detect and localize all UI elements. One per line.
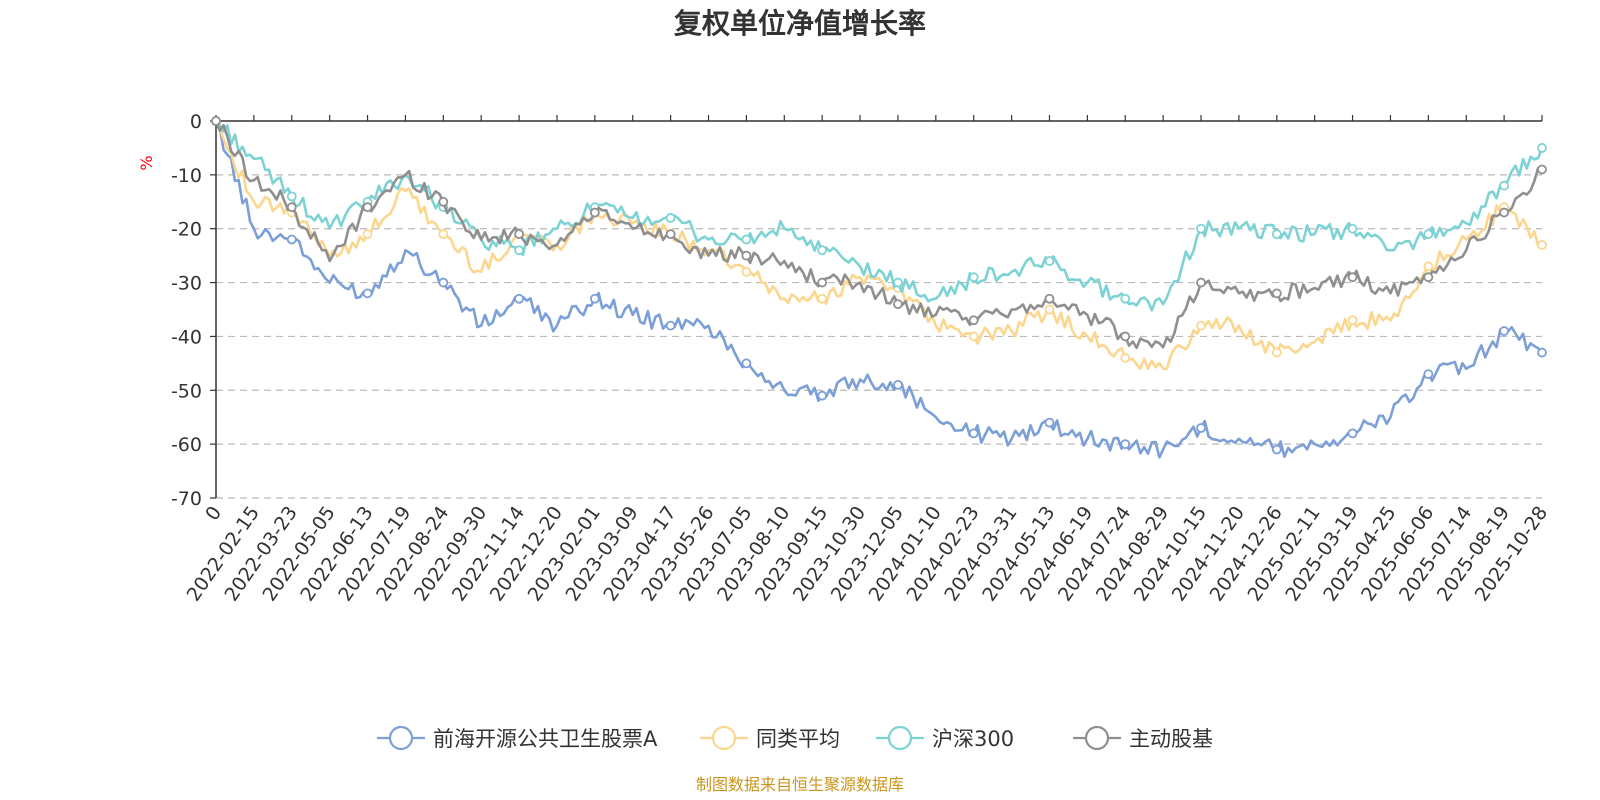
data-point xyxy=(817,277,828,288)
data-point xyxy=(286,234,297,245)
data-point xyxy=(1423,229,1434,240)
data-point xyxy=(1537,239,1547,250)
legend-label: 同类平均 xyxy=(756,727,840,751)
data-point xyxy=(1499,207,1510,218)
data-point xyxy=(211,116,221,126)
data-point xyxy=(817,245,828,256)
data-point xyxy=(1120,439,1131,450)
data-point xyxy=(665,320,676,331)
data-point xyxy=(1120,353,1131,363)
y-tick-label: -40 xyxy=(171,326,202,348)
data-point xyxy=(968,331,979,342)
data-point xyxy=(1271,444,1282,455)
data-point xyxy=(1196,277,1206,288)
data-point xyxy=(1120,293,1131,304)
data-point xyxy=(589,207,600,218)
x-tick-label: 0 xyxy=(201,502,226,525)
data-point xyxy=(1423,272,1434,283)
data-point xyxy=(893,379,903,390)
data-point xyxy=(665,213,676,223)
data-point xyxy=(741,266,752,277)
data-point xyxy=(1347,272,1358,283)
y-tick-label: 0 xyxy=(190,111,202,133)
y-tick-label: -50 xyxy=(171,380,202,402)
y-axis-unit: % xyxy=(137,155,156,170)
data-point xyxy=(362,288,373,299)
legend-item[interactable]: 主动股基 xyxy=(1073,725,1213,751)
data-point xyxy=(514,245,524,256)
data-point xyxy=(1271,288,1282,299)
series-lines xyxy=(211,116,1547,459)
legend-swatch-marker xyxy=(388,725,414,751)
data-point xyxy=(1271,347,1282,358)
data-point xyxy=(817,390,828,401)
legend-item[interactable]: 同类平均 xyxy=(700,725,840,751)
data-point xyxy=(1537,164,1547,175)
x-tick-labels: 02022-02-152022-03-232022-05-052022-06-1… xyxy=(183,115,1552,605)
data-point xyxy=(1347,315,1358,326)
y-tick-label: -60 xyxy=(171,434,202,456)
data-point xyxy=(1196,423,1206,433)
data-point xyxy=(1120,331,1131,342)
data-point xyxy=(968,315,979,326)
series-line xyxy=(214,120,1543,459)
data-point xyxy=(438,277,449,288)
data-point xyxy=(514,229,524,240)
data-point xyxy=(893,299,903,310)
y-tick-label: -70 xyxy=(171,488,202,510)
data-point xyxy=(286,191,297,202)
data-point xyxy=(438,196,449,207)
y-tick-label: -10 xyxy=(171,165,202,187)
data-point xyxy=(362,229,373,240)
data-point xyxy=(1044,417,1055,428)
legend-label: 前海开源公共卫生股票A xyxy=(433,727,658,751)
data-point xyxy=(741,250,752,261)
data-point xyxy=(741,358,752,369)
y-tick-label: -20 xyxy=(171,219,202,241)
data-point xyxy=(968,428,979,439)
axes xyxy=(215,120,1542,498)
data-point xyxy=(1271,229,1282,240)
data-point xyxy=(514,293,524,304)
data-point xyxy=(438,229,449,240)
data-point xyxy=(817,293,828,304)
grid-lines xyxy=(216,174,1542,499)
data-point xyxy=(1537,143,1547,153)
data-point xyxy=(1347,428,1358,439)
data-point xyxy=(589,293,600,304)
data-point xyxy=(286,202,297,213)
data-point xyxy=(1347,223,1358,234)
legend-item[interactable]: 前海开源公共卫生股票A xyxy=(377,725,658,751)
data-point xyxy=(1423,261,1434,272)
series-line xyxy=(214,120,1543,350)
series-line xyxy=(214,120,1543,371)
data-point xyxy=(968,272,979,283)
legend-item[interactable]: 沪深300 xyxy=(876,725,1014,751)
data-point xyxy=(1044,256,1055,266)
data-point xyxy=(1537,347,1547,358)
data-point xyxy=(741,234,752,245)
legend-swatch-marker xyxy=(1084,725,1110,751)
y-tick-labels: 0 -10 -20 -30 -40 -50 -60 -70 xyxy=(171,111,216,510)
data-point xyxy=(1044,293,1055,304)
data-point xyxy=(362,202,373,213)
legend[interactable]: 前海开源公共卫生股票A 同类平均 沪深300 主动股基 xyxy=(377,725,1213,751)
data-point xyxy=(1196,320,1206,331)
legend-label: 主动股基 xyxy=(1129,727,1213,751)
data-point xyxy=(1044,304,1055,315)
legend-swatch-marker xyxy=(887,725,913,751)
data-point xyxy=(665,229,676,240)
y-tick-label: -30 xyxy=(171,273,202,295)
data-point xyxy=(893,277,903,288)
data-point xyxy=(1499,180,1510,191)
data-point xyxy=(1499,326,1510,336)
data-point xyxy=(1196,223,1206,234)
source-note: 制图数据来自恒生聚源数据库 xyxy=(696,775,904,794)
data-point xyxy=(1423,369,1434,380)
legend-swatch-marker xyxy=(711,725,737,751)
legend-label: 沪深300 xyxy=(932,727,1014,751)
chart-title: 复权单位净值增长率 xyxy=(674,7,926,40)
series-line xyxy=(215,120,1544,312)
